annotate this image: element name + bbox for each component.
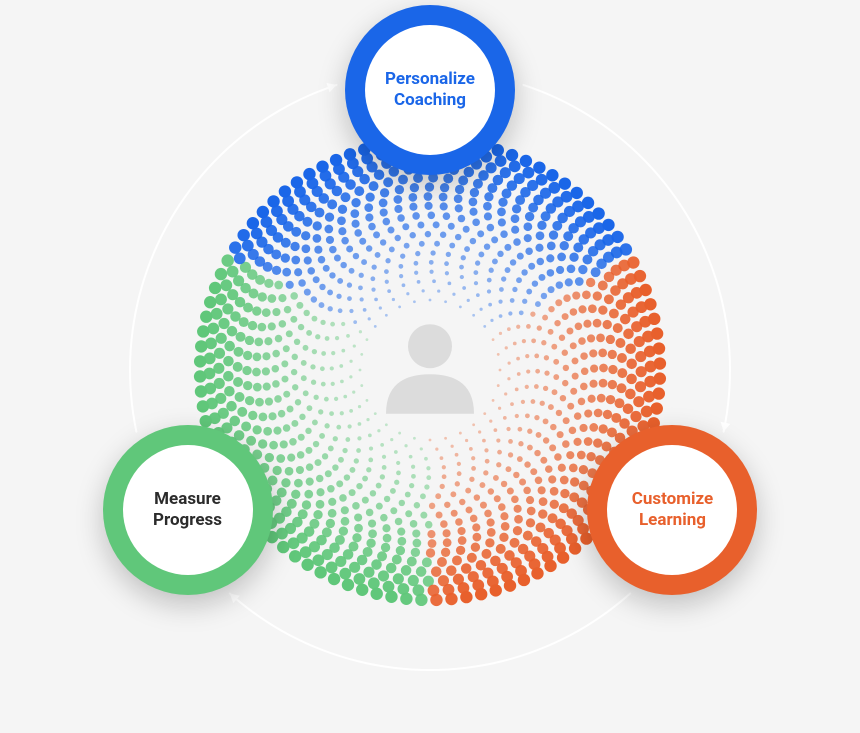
- node-measure: MeasureProgress: [103, 425, 273, 595]
- user-icon: [360, 300, 500, 440]
- node-personalize-label-line2: Coaching: [394, 90, 466, 111]
- node-measure-inner: MeasureProgress: [123, 445, 253, 575]
- node-personalize-inner: PersonalizeCoaching: [365, 25, 495, 155]
- node-personalize: PersonalizeCoaching: [345, 5, 515, 175]
- center-avatar: [360, 300, 500, 440]
- node-customize-inner: CustomizeLearning: [607, 445, 737, 575]
- node-measure-label-line1: Measure: [154, 489, 221, 510]
- node-personalize-label-line1: Personalize: [385, 69, 475, 90]
- node-customize-label-line1: Customize: [632, 489, 713, 510]
- node-measure-label-line2: Progress: [153, 510, 222, 531]
- node-customize: CustomizeLearning: [587, 425, 757, 595]
- node-customize-label-line2: Learning: [639, 510, 706, 531]
- infographic-stage: PersonalizeCoaching CustomizeLearning Meas…: [0, 0, 860, 733]
